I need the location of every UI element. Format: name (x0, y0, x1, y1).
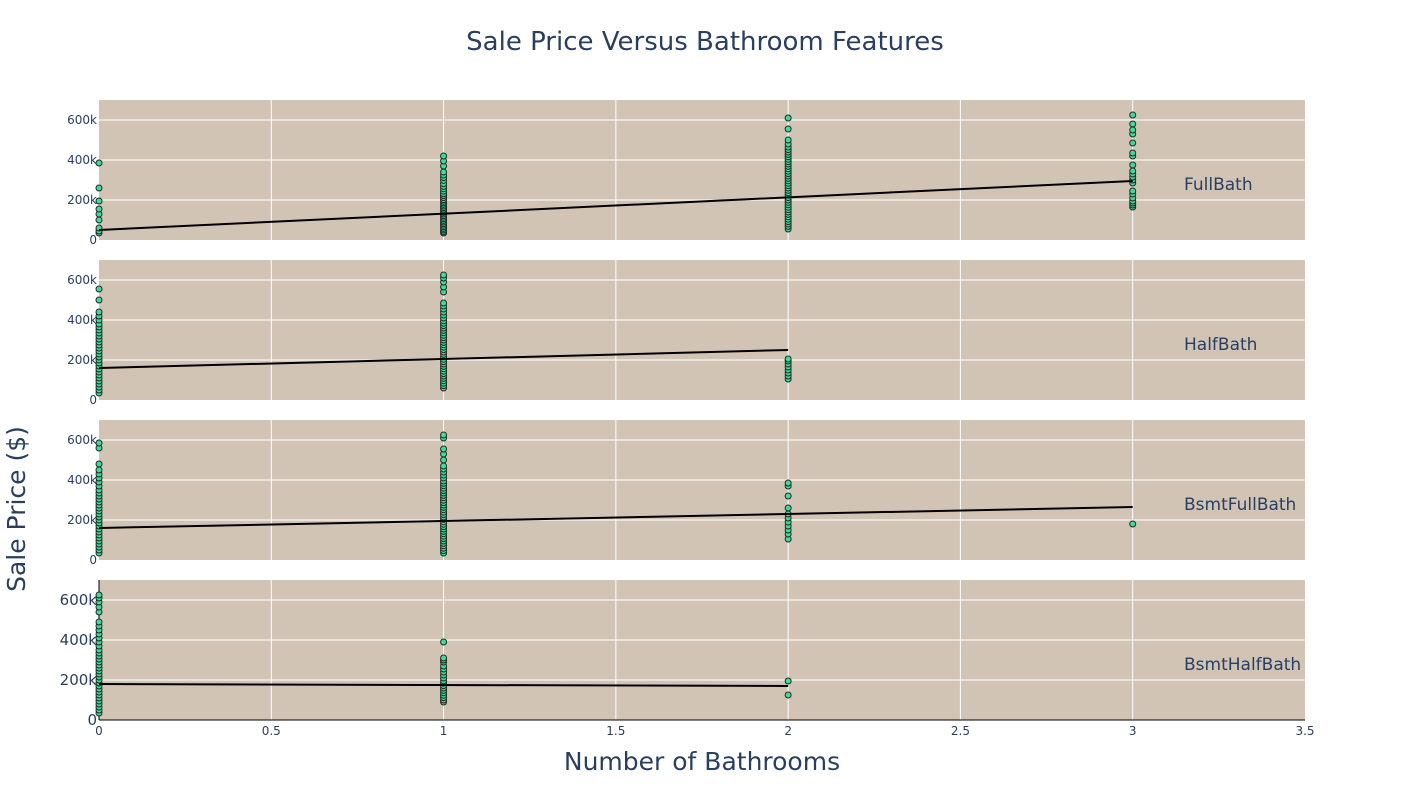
y-tick-label: 600k (67, 113, 97, 127)
facet-label: BsmtFullBath (1184, 495, 1296, 515)
y-tick-label: 200k (67, 353, 97, 367)
data-point (95, 197, 103, 205)
y-tick-label: 200k (60, 671, 98, 689)
data-point (95, 216, 103, 224)
data-point (440, 654, 448, 662)
data-point (440, 638, 448, 646)
panel-background (99, 580, 1305, 720)
y-tick-label: 0 (87, 711, 97, 729)
data-point (440, 152, 448, 160)
x-tick-label: 2.5 (951, 724, 970, 738)
data-point (784, 355, 792, 363)
y-tick-label: 400k (67, 153, 97, 167)
facet-label: HalfBath (1184, 335, 1257, 355)
y-tick-label: 600k (67, 433, 97, 447)
y-tick-label: 200k (67, 193, 97, 207)
facet-panels: 0 200k 400k 600k FullBath 0 200k 400k 600k HalfBa… (60, 100, 1305, 729)
data-point (95, 205, 103, 213)
data-point (95, 184, 103, 192)
data-point (440, 462, 448, 470)
x-tick-label: 0.5 (262, 724, 281, 738)
data-point (1129, 139, 1137, 147)
y-tick-label: 600k (67, 273, 97, 287)
y-tick-label: 400k (67, 473, 97, 487)
data-point (95, 460, 103, 468)
data-point (1129, 161, 1137, 169)
data-point (1129, 149, 1137, 157)
data-point (95, 285, 103, 293)
data-point (440, 445, 448, 453)
data-point (1129, 167, 1137, 175)
data-point (95, 308, 103, 316)
x-axis-title: Number of Bathrooms (564, 747, 840, 776)
data-point (95, 466, 103, 474)
x-axis-ticks: 0 0.5 1 1.5 2 2.5 3 3.5 (95, 724, 1314, 738)
x-tick-label: 3.5 (1295, 724, 1314, 738)
data-point (95, 296, 103, 304)
y-tick-label: 400k (67, 313, 97, 327)
data-point (95, 159, 103, 167)
fit-line (98, 349, 789, 369)
x-tick-label: 1 (440, 724, 448, 738)
panel-halfbath: 0 200k 400k 600k HalfBath (67, 260, 1305, 407)
facet-label: FullBath (1184, 175, 1253, 195)
y-tick-label: 200k (67, 513, 97, 527)
panel-fullbath: 0 200k 400k 600k FullBath (67, 100, 1305, 247)
data-point (1129, 126, 1137, 134)
y-tick-label: 400k (60, 631, 98, 649)
data-point (440, 299, 448, 307)
y-tick-label: 0 (89, 553, 97, 567)
x-tick-label: 2 (784, 724, 792, 738)
data-point (1129, 111, 1137, 119)
data-point (95, 591, 103, 599)
facet-label: BsmtHalfBath (1184, 655, 1301, 675)
panel-background (99, 420, 1305, 560)
data-point (440, 456, 448, 464)
fit-line (98, 683, 789, 687)
panel-bsmthalfbath: 0 200k 400k 600k BsmtHalfBath (60, 580, 1305, 729)
data-point (784, 125, 792, 133)
data-point (784, 492, 792, 500)
data-point (784, 691, 792, 699)
data-point (784, 114, 792, 122)
x-tick-label: 0 (95, 724, 103, 738)
data-point (1129, 187, 1137, 195)
data-point (784, 504, 792, 512)
y-tick-label: 600k (60, 591, 98, 609)
x-tick-label: 1.5 (606, 724, 625, 738)
y-tick-label: 0 (89, 393, 97, 407)
data-point (95, 439, 103, 447)
panel-background (99, 100, 1305, 240)
data-point (440, 431, 448, 439)
data-point (95, 618, 103, 626)
fit-line (98, 506, 1133, 529)
y-tick-label: 0 (89, 233, 97, 247)
data-point (784, 677, 792, 685)
data-point (784, 479, 792, 487)
data-point (440, 168, 448, 176)
panel-bsmtfullbath: 0 200k 400k 600k BsmtFullBath (67, 420, 1305, 567)
data-point (1129, 520, 1137, 528)
data-point (784, 136, 792, 144)
fit-line (98, 180, 1133, 231)
chart-title: Sale Price Versus Bathroom Features (466, 27, 944, 57)
y-axis-title: Sale Price ($) (2, 426, 31, 592)
data-point (1129, 120, 1137, 128)
x-tick-label: 3 (1129, 724, 1137, 738)
panel-background (99, 260, 1305, 400)
data-point (440, 271, 448, 279)
